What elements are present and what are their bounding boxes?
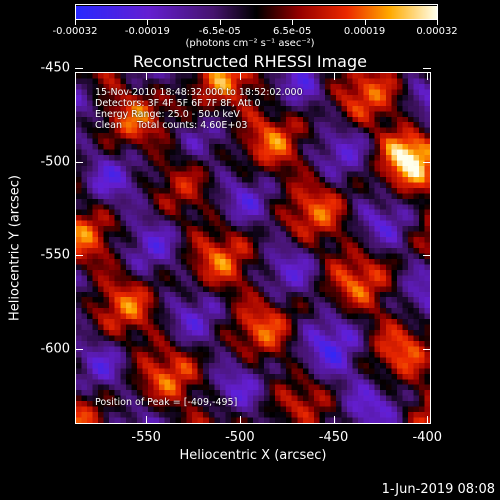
colorbar-tick	[437, 20, 438, 25]
annotation-time-range: 15-Nov-2010 18:48:32.000 to 18:52:02.000	[95, 87, 303, 98]
footer-timestamp: 1-Jun-2019 08:08	[381, 482, 495, 497]
x-tick-mark	[239, 416, 241, 424]
heatmap-image	[76, 73, 430, 423]
y-tick-mark	[75, 255, 83, 257]
colorbar-tick-label: -0.00032	[52, 26, 98, 37]
x-tick-mark-top	[333, 72, 335, 80]
y-tick-mark-right	[423, 161, 431, 163]
colorbar-tick	[147, 20, 149, 25]
colorbar-tick-label: 0.00019	[343, 26, 386, 37]
colorbar-tick	[364, 20, 366, 25]
colorbar-tick	[219, 20, 221, 25]
x-tick-mark	[427, 416, 429, 424]
x-axis-label: Heliocentric X (arcsec)	[179, 448, 327, 463]
x-tick-mark	[146, 416, 148, 424]
annotation-detectors: Detectors: 3F 4F 5F 6F 7F 8F, Att 0	[95, 98, 261, 109]
colorbar-tick-label: -0.00019	[124, 26, 170, 37]
colorbar-tick-label: -6.5e-05	[198, 26, 241, 37]
colorbar-gradient	[76, 6, 437, 19]
y-tick-mark-right	[423, 349, 431, 351]
x-tick-label: -450	[318, 430, 349, 445]
colorbar-tick	[292, 20, 294, 25]
y-axis-label: Heliocentric Y (arcsec)	[7, 175, 23, 321]
y-tick-mark-right	[423, 68, 431, 70]
annotation-peak-position: Position of Peak = [-409,-495]	[95, 397, 238, 408]
y-tick-label: -600	[40, 341, 70, 357]
y-tick-label: -450	[40, 60, 70, 76]
y-tick-label: -550	[40, 247, 70, 263]
x-tick-mark-top	[239, 72, 241, 80]
colorbar-units: (photons cm⁻² s⁻¹ asec⁻²)	[185, 38, 315, 49]
colorbar-tick	[75, 20, 76, 25]
annotation-clean-counts: Clean Total counts: 4.60E+03	[95, 120, 248, 131]
colorbar-tick-label: 0.00032	[416, 26, 458, 37]
x-tick-label: -550	[131, 430, 161, 445]
y-tick-mark	[75, 161, 83, 163]
plot-area: 15-Nov-2010 18:48:32.000 to 18:52:02.000…	[75, 72, 431, 424]
colorbar-tick-label: 6.5e-05	[272, 26, 312, 37]
chart-title: Reconstructed RHESSI Image	[133, 52, 367, 71]
x-tick-label: -500	[225, 430, 255, 445]
y-tick-label: -500	[40, 154, 70, 170]
annotation-energy-range: Energy Range: 25.0 - 50.0 keV	[95, 109, 240, 120]
x-tick-label: -400	[412, 430, 443, 445]
x-tick-mark-top	[427, 72, 429, 80]
y-tick-mark	[75, 349, 83, 351]
x-tick-mark-top	[146, 72, 148, 80]
colorbar	[75, 4, 438, 20]
y-tick-mark	[75, 68, 83, 70]
x-tick-mark	[333, 416, 335, 424]
y-tick-mark-right	[423, 255, 431, 257]
